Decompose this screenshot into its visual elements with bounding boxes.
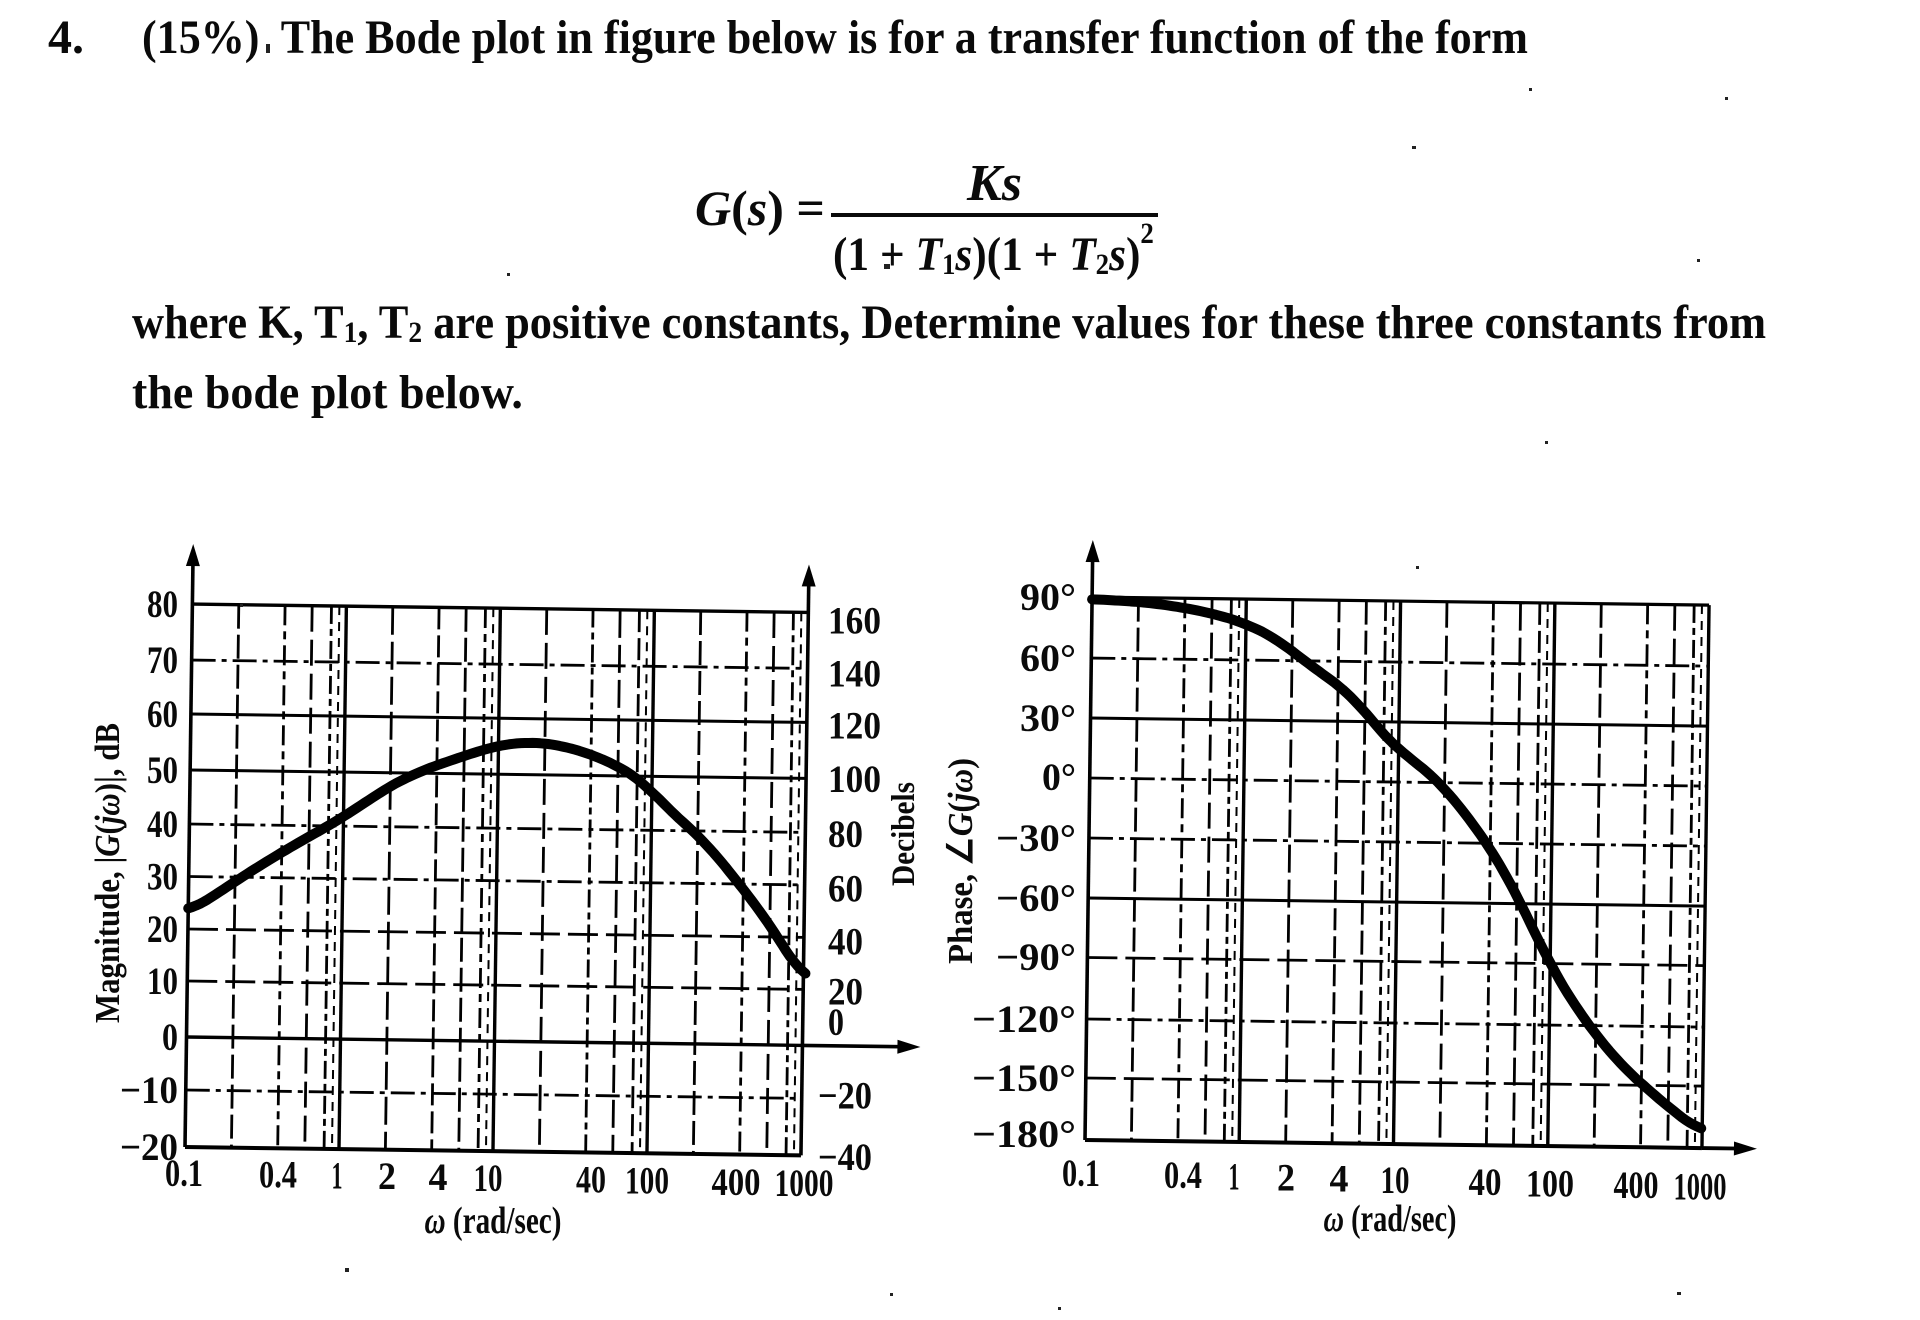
svg-text:Phase, ∠G(jω): Phase, ∠G(jω): [941, 758, 980, 964]
svg-text:30°: 30°: [1020, 697, 1076, 740]
svg-text:40: 40: [1469, 1161, 1502, 1204]
svg-text:100: 100: [625, 1159, 669, 1202]
svg-text:−150°: −150°: [972, 1057, 1076, 1100]
svg-text:−10: −10: [120, 1069, 178, 1112]
svg-text:1: 1: [332, 1154, 343, 1197]
svg-text:Decibels: Decibels: [886, 782, 922, 886]
svg-text:0: 0: [162, 1016, 178, 1059]
svg-text:80: 80: [147, 583, 178, 626]
svg-text:10: 10: [1381, 1159, 1410, 1202]
svg-text:40: 40: [828, 921, 863, 964]
svg-text:120: 120: [828, 705, 881, 748]
svg-text:60: 60: [828, 867, 863, 910]
svg-text:50: 50: [147, 749, 178, 792]
svg-text:0: 0: [828, 1001, 844, 1044]
svg-text:−120°: −120°: [972, 998, 1076, 1041]
svg-text:1: 1: [1229, 1155, 1240, 1198]
svg-text:20: 20: [147, 908, 178, 951]
svg-text:0.4: 0.4: [1164, 1154, 1202, 1197]
svg-text:0°: 0°: [1042, 756, 1076, 799]
svg-text:0.1: 0.1: [1062, 1152, 1100, 1195]
svg-text:30: 30: [147, 856, 178, 899]
svg-text:2: 2: [378, 1155, 396, 1198]
svg-text:−20: −20: [818, 1075, 872, 1118]
svg-text:40: 40: [576, 1159, 606, 1202]
svg-text:90°: 90°: [1020, 576, 1076, 619]
svg-text:−180°: −180°: [972, 1113, 1076, 1156]
svg-text:Magnitude, |G(jω)|, dB: Magnitude, |G(jω)|, dB: [88, 723, 127, 1023]
svg-text:−20: −20: [120, 1126, 178, 1169]
svg-text:400: 400: [1614, 1164, 1659, 1207]
svg-text:−40: −40: [818, 1136, 872, 1179]
svg-text:−30°: −30°: [996, 817, 1076, 860]
svg-text:1000: 1000: [1674, 1166, 1727, 1209]
svg-text:−90°: −90°: [996, 936, 1076, 979]
svg-text:100: 100: [1526, 1162, 1574, 1205]
svg-text:4: 4: [429, 1156, 448, 1199]
svg-text:60°: 60°: [1020, 637, 1076, 680]
svg-text:4: 4: [1330, 1158, 1349, 1201]
svg-text:140: 140: [828, 652, 881, 695]
svg-text:100: 100: [828, 758, 881, 801]
svg-text:10: 10: [474, 1157, 503, 1200]
svg-text:60: 60: [147, 693, 178, 736]
svg-text:40: 40: [147, 803, 178, 846]
svg-text:80: 80: [828, 813, 863, 856]
svg-text:−60°: −60°: [996, 877, 1076, 920]
svg-text:20: 20: [828, 970, 863, 1013]
svg-text:0.1: 0.1: [165, 1152, 203, 1195]
svg-text:ω (rad/sec): ω (rad/sec): [1324, 1198, 1457, 1240]
svg-text:10: 10: [147, 960, 178, 1003]
svg-text:0.4: 0.4: [259, 1154, 297, 1197]
svg-text:1000: 1000: [775, 1162, 834, 1205]
svg-text:2: 2: [1277, 1157, 1295, 1200]
svg-text:ω (rad/sec): ω (rad/sec): [425, 1200, 562, 1242]
svg-text:70: 70: [147, 639, 178, 682]
svg-text:160: 160: [828, 599, 881, 642]
svg-text:400: 400: [712, 1161, 761, 1204]
